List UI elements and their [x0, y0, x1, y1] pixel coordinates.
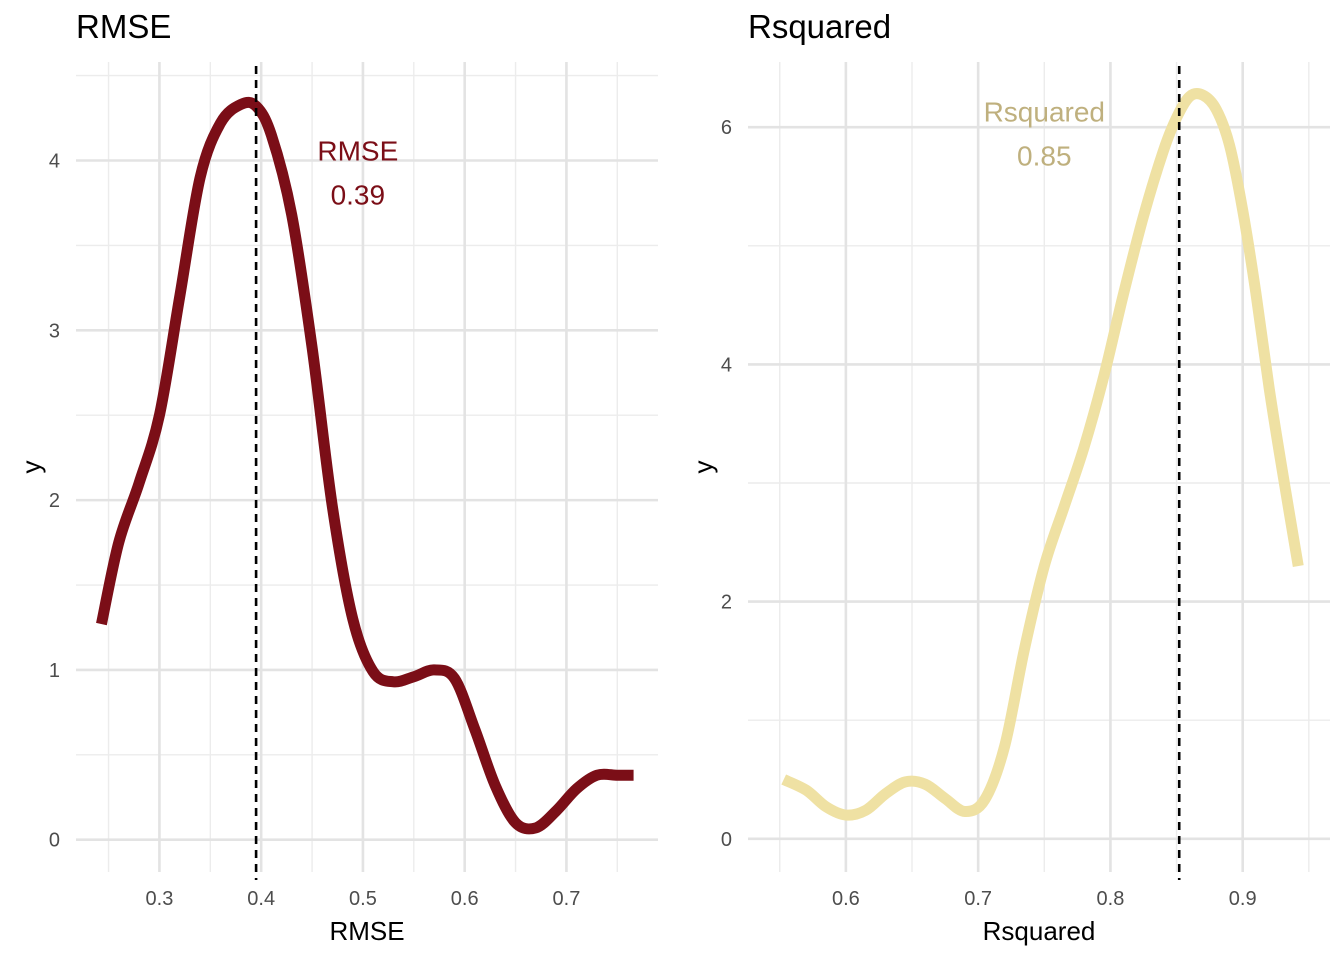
x-tick-label: 0.6 [832, 888, 860, 910]
rmse-panel-title: RMSE [76, 8, 172, 45]
rsquared-panel-title: Rsquared [748, 8, 892, 45]
density-curve [96, 96, 634, 835]
rsquared-panel: 0.6 0.7 0.8 0.9 0 2 4 6 Rsquared y Rsquared 0.85 Rs… [672, 0, 1344, 960]
annotation-line: 0.39 [331, 179, 386, 210]
density-curve [781, 88, 1304, 821]
x-tick-label: 0.8 [1097, 888, 1125, 910]
x-axis-title: RMSE [329, 916, 404, 946]
y-tick-label: 1 [49, 660, 60, 682]
y-tick-label: 3 [49, 320, 60, 342]
annotation-line: 0.85 [1017, 140, 1072, 171]
y-tick-label: 6 [721, 117, 732, 139]
y-tick-label: 2 [721, 592, 732, 614]
x-tick-label: 0.9 [1229, 888, 1257, 910]
rmse-panel: 0.3 0.4 0.5 0.6 0.7 0 1 2 3 4 RMSE y RMSE 0.39 RMSE [16, 8, 658, 946]
y-tick-label: 4 [721, 354, 732, 376]
x-tick-label: 0.6 [451, 888, 479, 910]
x-tick-label: 0.7 [964, 888, 992, 910]
annotation-line: RMSE [317, 135, 398, 166]
y-tick-label: 2 [49, 490, 60, 512]
x-tick-label: 0.5 [349, 888, 377, 910]
x-axis-title: Rsquared [983, 916, 1096, 946]
x-tick-label: 0.7 [553, 888, 581, 910]
x-tick-label: 0.4 [247, 888, 275, 910]
rsquared-plot: 0.6 0.7 0.8 0.9 0 2 4 6 Rsquared y Rsquared 0.85 [688, 62, 1330, 946]
rmse-plot: 0.3 0.4 0.5 0.6 0.7 0 1 2 3 4 RMSE y RMSE 0.39 [16, 62, 658, 946]
y-tick-label: 0 [49, 830, 60, 852]
x-tick-label: 0.3 [146, 888, 174, 910]
y-axis-title: y [688, 461, 718, 474]
annotation-line: Rsquared [984, 96, 1105, 127]
y-tick-label: 0 [721, 829, 732, 851]
y-tick-label: 4 [49, 150, 60, 172]
y-axis-title: y [16, 461, 46, 474]
